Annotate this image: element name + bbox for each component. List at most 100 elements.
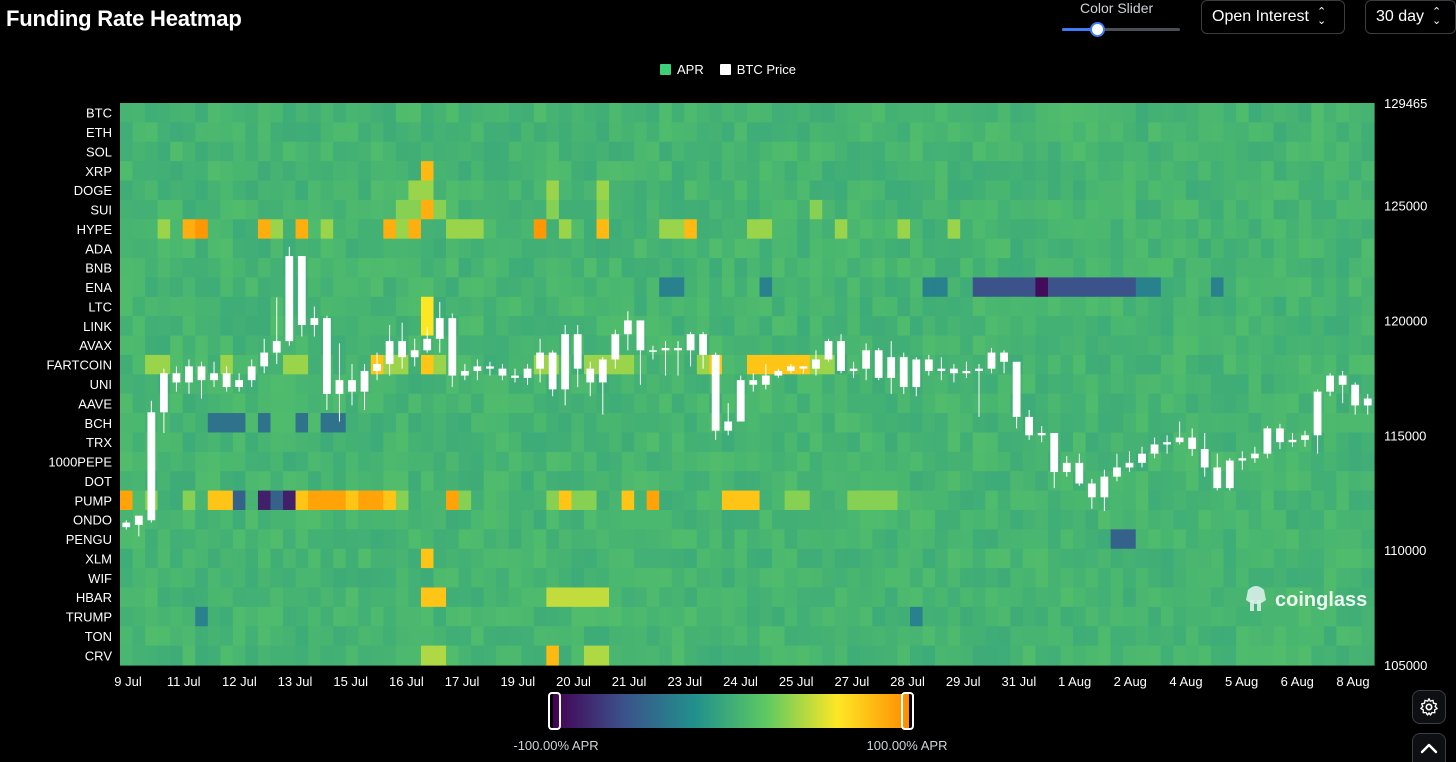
heatmap-cell[interactable] — [634, 219, 648, 240]
heatmap-cell[interactable] — [408, 451, 422, 472]
heatmap-cell[interactable] — [120, 587, 134, 608]
heatmap-cell[interactable] — [809, 316, 823, 337]
heatmap-cell[interactable] — [120, 374, 134, 395]
heatmap-cell[interactable] — [809, 451, 823, 472]
price-candle[interactable] — [385, 325, 394, 376]
heatmap-cell[interactable] — [120, 451, 134, 472]
heatmap-cell[interactable] — [245, 141, 259, 162]
heatmap-cell[interactable] — [558, 548, 573, 569]
heatmap-cell[interactable] — [1361, 258, 1375, 279]
price-candle[interactable] — [197, 361, 206, 399]
heatmap-cell[interactable] — [182, 393, 196, 414]
heatmap-cell[interactable] — [333, 122, 347, 143]
heatmap-cell[interactable] — [1035, 432, 1049, 453]
heatmap-cell[interactable] — [960, 490, 974, 511]
heatmap-cell[interactable] — [1348, 103, 1363, 123]
heatmap-cell[interactable] — [195, 335, 209, 356]
heatmap-cell[interactable] — [822, 374, 836, 395]
heatmap-cell[interactable] — [195, 626, 209, 647]
price-candle[interactable] — [1113, 453, 1121, 482]
heatmap-cell[interactable] — [508, 219, 522, 240]
heatmap-cell[interactable] — [157, 529, 171, 550]
heatmap-cell[interactable] — [395, 645, 410, 666]
heatmap-cell[interactable] — [195, 509, 209, 530]
heatmap-cell[interactable] — [935, 432, 949, 453]
heatmap-cell[interactable] — [684, 490, 698, 511]
price-candle[interactable] — [260, 338, 269, 374]
heatmap-cell[interactable] — [1261, 277, 1275, 298]
heatmap-cell[interactable] — [270, 103, 284, 123]
heatmap-cell[interactable] — [1348, 568, 1363, 589]
heatmap-cell[interactable] — [333, 471, 347, 492]
heatmap-cell[interactable] — [947, 471, 961, 492]
heatmap-cell[interactable] — [1361, 199, 1375, 220]
heatmap-cell[interactable] — [747, 122, 761, 143]
heatmap-cell[interactable] — [985, 219, 999, 240]
heatmap-cell[interactable] — [985, 335, 999, 356]
heatmap-cell[interactable] — [1098, 509, 1112, 530]
price-candle[interactable] — [398, 322, 407, 369]
heatmap-cell[interactable] — [295, 161, 309, 182]
heatmap-cell[interactable] — [583, 529, 598, 550]
heatmap-cell[interactable] — [1160, 568, 1174, 589]
heatmap-cell[interactable] — [295, 238, 309, 259]
heatmap-cell[interactable] — [170, 529, 184, 550]
heatmap-cell[interactable] — [132, 335, 146, 356]
heatmap-cell[interactable] — [220, 180, 234, 201]
heatmap-cell[interactable] — [145, 122, 159, 143]
heatmap-cell[interactable] — [646, 238, 660, 259]
heatmap-cell[interactable] — [834, 626, 848, 647]
heatmap-cell[interactable] — [295, 122, 309, 143]
heatmap-cell[interactable] — [508, 451, 522, 472]
heatmap-cell[interactable] — [910, 490, 924, 511]
heatmap-cell[interactable] — [1210, 568, 1225, 589]
heatmap-cell[interactable] — [947, 606, 961, 627]
heatmap-cell[interactable] — [1298, 180, 1312, 201]
heatmap-cell[interactable] — [947, 490, 961, 511]
heatmap-cell[interactable] — [358, 277, 372, 298]
heatmap-cell[interactable] — [1323, 103, 1337, 123]
heatmap-cell[interactable] — [496, 316, 510, 337]
heatmap-cell[interactable] — [433, 199, 447, 220]
heatmap-cell[interactable] — [496, 393, 510, 414]
heatmap-cell[interactable] — [546, 122, 560, 143]
heatmap-cell[interactable] — [997, 316, 1011, 337]
heatmap-cell[interactable] — [257, 490, 272, 511]
heatmap-cell[interactable] — [985, 548, 999, 569]
heatmap-cell[interactable] — [872, 626, 886, 647]
heatmap-cell[interactable] — [1135, 296, 1149, 317]
heatmap-cell[interactable] — [947, 277, 961, 298]
heatmap-cell[interactable] — [872, 432, 886, 453]
heatmap-cell[interactable] — [809, 471, 823, 492]
heatmap-cell[interactable] — [471, 103, 485, 123]
heatmap-cell[interactable] — [997, 374, 1011, 395]
heatmap-cell[interactable] — [370, 238, 384, 259]
heatmap-cell[interactable] — [170, 103, 184, 123]
heatmap-cell[interactable] — [1248, 529, 1262, 550]
heatmap-cell[interactable] — [232, 354, 246, 375]
heatmap-cell[interactable] — [696, 258, 710, 279]
heatmap-cell[interactable] — [872, 645, 886, 666]
heatmap-cell[interactable] — [207, 161, 221, 182]
heatmap-cell[interactable] — [345, 316, 359, 337]
heatmap-cell[interactable] — [283, 141, 297, 162]
heatmap-cell[interactable] — [1085, 509, 1099, 530]
heatmap-cell[interactable] — [947, 451, 961, 472]
heatmap-cell[interactable] — [558, 180, 573, 201]
heatmap-cell[interactable] — [195, 277, 209, 298]
heatmap-cell[interactable] — [947, 529, 961, 550]
heatmap-cell[interactable] — [759, 161, 773, 182]
heatmap-cell[interactable] — [232, 529, 246, 550]
heatmap-cell[interactable] — [1361, 103, 1375, 123]
heatmap-cell[interactable] — [646, 296, 660, 317]
heatmap-cell[interactable] — [809, 374, 823, 395]
heatmap-cell[interactable] — [747, 529, 761, 550]
heatmap-cell[interactable] — [1035, 568, 1049, 589]
heatmap-cell[interactable] — [1060, 161, 1074, 182]
heatmap-cell[interactable] — [1035, 606, 1049, 627]
heatmap-cell[interactable] — [696, 277, 710, 298]
heatmap-cell[interactable] — [596, 490, 610, 511]
heatmap-cell[interactable] — [609, 432, 623, 453]
heatmap-cell[interactable] — [972, 509, 986, 530]
heatmap-cell[interactable] — [1311, 471, 1325, 492]
